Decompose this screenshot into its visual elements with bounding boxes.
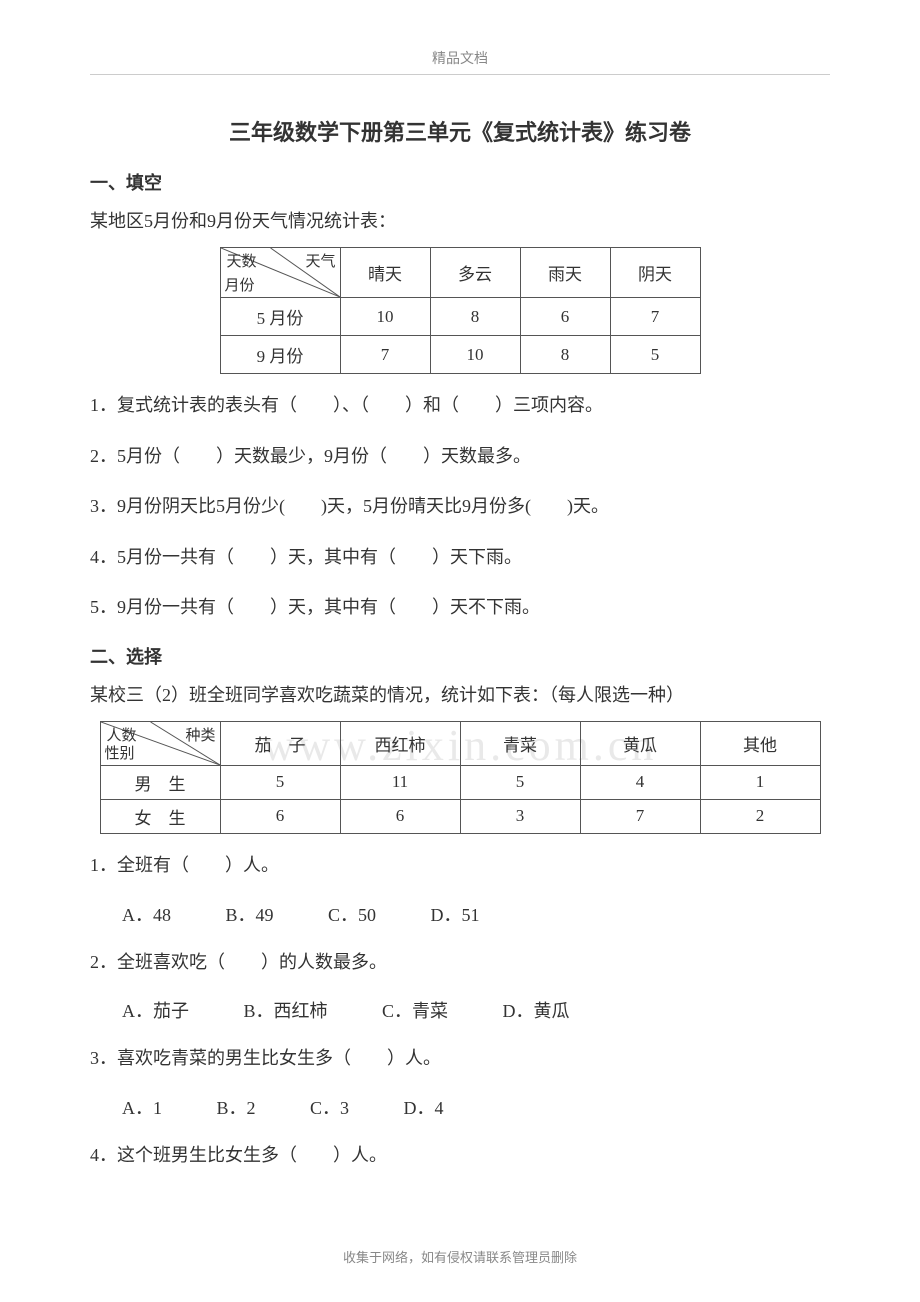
veg-col-1: 西红柿: [340, 721, 460, 765]
weather-col-2: 雨天: [520, 248, 610, 298]
veg-cell: 1: [700, 765, 820, 799]
opt-a: A．1: [122, 1094, 162, 1120]
opt-d: D．4: [404, 1094, 444, 1120]
opt-c: C．3: [310, 1094, 349, 1120]
veg-col-4: 其他: [700, 721, 820, 765]
s2-q2-options: A．茄子 B．西红柿 C．青菜 D．黄瓜: [122, 997, 830, 1023]
section1-heading: 一、填空: [90, 169, 830, 195]
opt-a: A．48: [122, 901, 171, 927]
s2-q3: 3．喜欢吃青菜的男生比女生多（ ）人。: [90, 1043, 830, 1074]
veg-cell: 5: [460, 765, 580, 799]
section1-intro: 某地区5月份和9月份天气情况统计表：: [90, 207, 830, 233]
section2-heading: 二、选择: [90, 643, 830, 669]
s1-q4: 4．5月份一共有（ ）天，其中有（ ）天下雨。: [90, 542, 830, 573]
veg-col-0: 茄 子: [220, 721, 340, 765]
weather-col-0: 晴天: [340, 248, 430, 298]
opt-b: B．2: [217, 1094, 256, 1120]
s2-q1-options: A．48 B．49 C．50 D．51: [122, 901, 830, 927]
veg-cell: 6: [220, 799, 340, 833]
veg-cell: 3: [460, 799, 580, 833]
s1-q5: 5．9月份一共有（ ）天，其中有（ ）天不下雨。: [90, 592, 830, 623]
veg-table-header-diag: 人数 种类 性别: [100, 721, 220, 765]
diag-right: 种类: [185, 724, 215, 745]
diag-bottom: 月份: [225, 274, 255, 295]
header-label: 精品文档: [90, 48, 830, 75]
weather-cell: 10: [340, 298, 430, 336]
weather-table: 天数 天气 月份 晴天 多云 雨天 阴天 5 月份 10 8 6 7 9 月份 …: [220, 247, 701, 374]
weather-row-0-label: 5 月份: [220, 298, 340, 336]
weather-cell: 8: [430, 298, 520, 336]
s2-q1: 1．全班有（ ）人。: [90, 850, 830, 881]
section2-intro: 某校三（2）班全班同学喜欢吃蔬菜的情况，统计如下表：（每人限选一种）: [90, 681, 830, 707]
page-title: 三年级数学下册第三单元《复式统计表》练习卷: [90, 115, 830, 147]
s1-q3: 3．9月份阴天比5月份少( )天，5月份晴天比9月份多( )天。: [90, 491, 830, 522]
weather-row-0: 5 月份 10 8 6 7: [220, 298, 700, 336]
weather-cell: 6: [520, 298, 610, 336]
opt-c: C．50: [328, 901, 376, 927]
veg-col-2: 青菜: [460, 721, 580, 765]
veg-col-3: 黄瓜: [580, 721, 700, 765]
veg-row-0: 男 生 5 11 5 4 1: [100, 765, 820, 799]
s2-q3-options: A．1 B．2 C．3 D．4: [122, 1094, 830, 1120]
s1-q1: 1．复式统计表的表头有（ ）、（ ）和（ ）三项内容。: [90, 390, 830, 421]
veg-cell: 4: [580, 765, 700, 799]
weather-cell: 7: [610, 298, 700, 336]
weather-cell: 10: [430, 336, 520, 374]
veg-row-1-label: 女 生: [100, 799, 220, 833]
opt-b: B．西红柿: [244, 997, 328, 1023]
diag-right: 天气: [305, 250, 335, 271]
weather-col-3: 阴天: [610, 248, 700, 298]
veg-cell: 6: [340, 799, 460, 833]
weather-cell: 5: [610, 336, 700, 374]
diag-top: 天数: [227, 250, 257, 271]
veg-cell: 2: [700, 799, 820, 833]
s1-q2: 2．5月份（ ）天数最少，9月份（ ）天数最多。: [90, 441, 830, 472]
opt-d: D．黄瓜: [503, 997, 570, 1023]
weather-row-1-label: 9 月份: [220, 336, 340, 374]
veg-cell: 11: [340, 765, 460, 799]
veg-row-0-label: 男 生: [100, 765, 220, 799]
footer-note: 收集于网络，如有侵权请联系管理员删除: [0, 1247, 920, 1266]
opt-c: C．青菜: [382, 997, 448, 1023]
weather-cell: 8: [520, 336, 610, 374]
veg-cell: 5: [220, 765, 340, 799]
veg-table: 人数 种类 性别 茄 子 西红柿 青菜 黄瓜 其他 男 生 5 11 5 4 1…: [100, 721, 821, 834]
veg-cell: 7: [580, 799, 700, 833]
weather-row-1: 9 月份 7 10 8 5: [220, 336, 700, 374]
weather-table-header-diag: 天数 天气 月份: [220, 248, 340, 298]
s2-q2: 2．全班喜欢吃（ ）的人数最多。: [90, 947, 830, 978]
opt-a: A．茄子: [122, 997, 189, 1023]
weather-cell: 7: [340, 336, 430, 374]
veg-row-1: 女 生 6 6 3 7 2: [100, 799, 820, 833]
weather-col-1: 多云: [430, 248, 520, 298]
s2-q4: 4．这个班男生比女生多（ ）人。: [90, 1140, 830, 1171]
opt-b: B．49: [226, 901, 274, 927]
opt-d: D．51: [431, 901, 480, 927]
diag-bottom: 性别: [105, 742, 135, 763]
